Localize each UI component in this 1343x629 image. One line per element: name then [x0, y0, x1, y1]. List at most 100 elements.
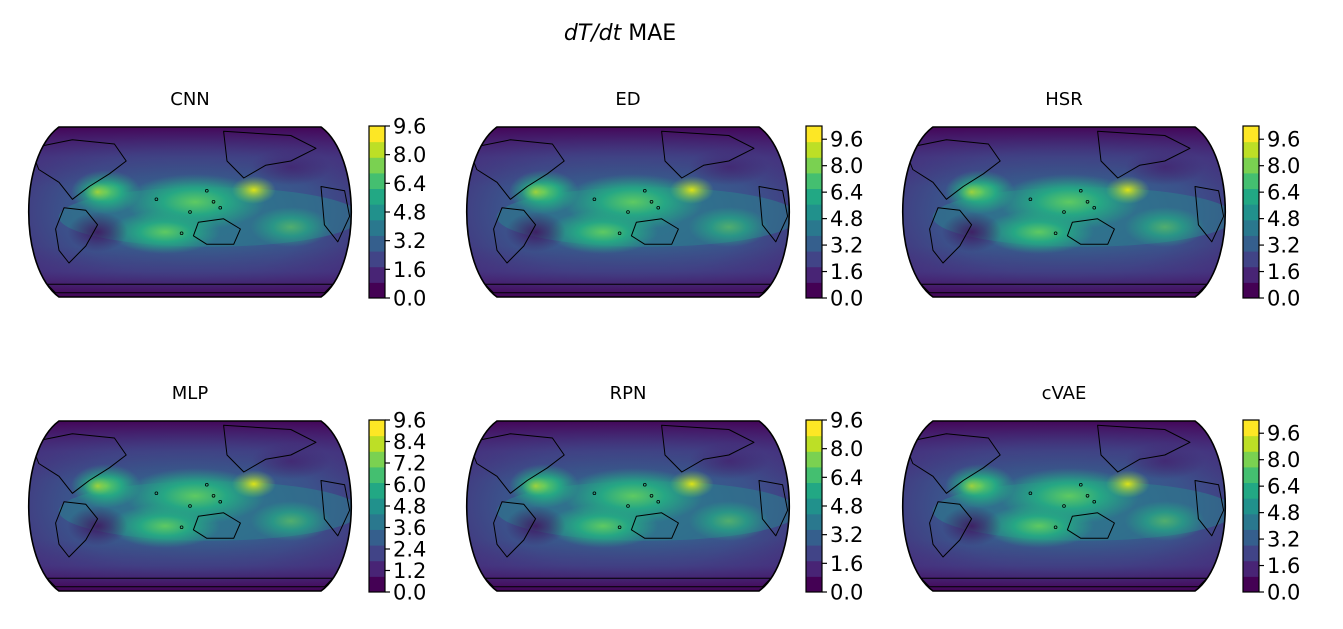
- coastline-0: [903, 139, 1001, 200]
- colorbar: 0.01.63.24.86.48.09.6: [368, 115, 426, 311]
- coastline-1: [493, 207, 537, 264]
- colorbar-tick-label: 7.2: [393, 452, 426, 476]
- colorbar-level-0: [369, 576, 385, 593]
- coastline-3: [758, 186, 789, 243]
- coastline-1: [929, 501, 973, 558]
- colorbar-level-3: [369, 529, 385, 546]
- colorbar-tick-label: 1.6: [393, 258, 426, 282]
- colorbar-tick-label: 8.0: [1267, 448, 1300, 472]
- colorbar-level-9: [1243, 435, 1259, 452]
- colorbar-level-2: [369, 251, 385, 268]
- island-5: [1053, 525, 1058, 530]
- colorbar-level-4: [806, 219, 822, 236]
- island-1: [1085, 493, 1090, 498]
- colorbar-tick-label: 4.8: [830, 207, 863, 231]
- panel-title: cVAE: [1042, 383, 1087, 404]
- coastline-0: [467, 139, 565, 200]
- colorbar-tick-label: 2.4: [393, 538, 426, 562]
- map-field: [902, 421, 1226, 591]
- coastline-0: [903, 433, 1001, 494]
- colorbar-tick-label: 6.4: [1267, 181, 1300, 205]
- colorbar-level-6: [806, 188, 822, 205]
- coastline-3: [320, 480, 351, 537]
- colorbar-level-7: [806, 466, 822, 484]
- colorbar: 0.01.63.24.86.48.09.6: [805, 409, 863, 605]
- colorbar-tick-label: 1.6: [1267, 260, 1300, 284]
- panel-mlp: MLP 0.01.22.43.64.86.07.28.49.6: [28, 383, 426, 605]
- colorbar-tick-label: 9.6: [393, 115, 426, 139]
- colorbar-level-10: [806, 420, 822, 437]
- colorbar-level-7: [369, 172, 385, 190]
- colorbar-level-3: [1243, 235, 1259, 252]
- coastline-3: [320, 186, 351, 243]
- coastline-1: [55, 501, 99, 558]
- colorbar-level-7: [1243, 172, 1259, 190]
- polar-shading: [902, 127, 1226, 297]
- colorbar-tick-label: 1.2: [393, 559, 426, 583]
- colorbar-tick-label: 6.0: [393, 473, 426, 497]
- coastline-0: [29, 433, 127, 494]
- colorbar-tick-label: 8.0: [393, 143, 426, 167]
- island-3: [188, 504, 192, 508]
- colorbar-level-1: [1243, 266, 1259, 283]
- colorbar-tick-label: 9.6: [830, 409, 863, 433]
- panel-ed: ED 0.0 1.63.2 4.86.4 8.09.6: [466, 89, 863, 311]
- colorbar-level-5: [1243, 498, 1259, 515]
- colorbar-tick-label: 3.2: [830, 523, 863, 547]
- island-0: [642, 188, 647, 193]
- colorbar-level-3: [1243, 529, 1259, 546]
- colorbar-level-9: [1243, 141, 1259, 158]
- coastline-5: [484, 283, 772, 294]
- island-2: [218, 205, 223, 210]
- island-1: [211, 200, 216, 204]
- colorbar-level-2: [1243, 251, 1259, 268]
- colorbar-tick-label: 9.6: [1267, 128, 1300, 152]
- colorbar-tick-label: 0.0: [830, 287, 863, 311]
- panel-title: RPN: [610, 383, 647, 404]
- colorbar-level-6: [369, 482, 385, 499]
- map-field: [902, 127, 1226, 297]
- map-field: [466, 421, 790, 591]
- island-0: [1079, 482, 1083, 487]
- island-3: [1062, 210, 1066, 214]
- colorbar: 0.01.22.43.64.86.07.28.49.6: [368, 409, 426, 605]
- colorbar-level-5: [369, 498, 385, 515]
- coastline-3: [1194, 480, 1225, 537]
- island-1: [649, 493, 654, 498]
- colorbar-level-4: [1243, 513, 1259, 530]
- coastline-4: [223, 130, 317, 179]
- coastline-1: [493, 501, 537, 558]
- map-frame: [902, 126, 1226, 298]
- colorbar-level-7: [369, 466, 385, 484]
- colorbar-tick-label: 8.0: [830, 437, 863, 461]
- colorbar-level-1: [806, 560, 822, 577]
- colorbar-level-1: [806, 266, 822, 283]
- island-5: [179, 231, 184, 236]
- map-frame: [28, 420, 352, 592]
- colorbar-level-8: [369, 157, 385, 174]
- colorbar-level-6: [806, 482, 822, 499]
- colorbar: 0.01.63.24.86.48.09.6: [805, 125, 863, 311]
- coastline-5: [46, 283, 334, 294]
- island-3: [626, 210, 630, 214]
- coastline-4: [1097, 130, 1191, 179]
- colorbar-level-5: [369, 204, 385, 221]
- colorbar-tick-label: 4.8: [393, 201, 426, 225]
- map-frame: [28, 126, 352, 298]
- colorbar-level-10: [369, 420, 385, 437]
- panels: CNN0.01.63.24.86.48.09.6ED0.01.63.24.86.…: [28, 89, 1300, 605]
- colorbar-level-6: [1243, 188, 1259, 205]
- colorbar-level-8: [1243, 157, 1259, 174]
- coastline-0: [29, 139, 127, 200]
- colorbar-level-9: [369, 435, 385, 452]
- colorbar-level-10: [369, 126, 385, 143]
- colorbar-level-0: [806, 282, 822, 299]
- panel-rpn: RPN 0.0 1.6 3.2 4.8 6.4 8.0 9.6: [466, 383, 863, 605]
- colorbar-tick-label: 3.2: [830, 234, 863, 258]
- colorbar-level-4: [369, 219, 385, 236]
- colorbar-level-8: [1243, 451, 1259, 468]
- map-field: [28, 127, 352, 297]
- polar-shading: [28, 421, 352, 591]
- polar-shading: [28, 127, 352, 297]
